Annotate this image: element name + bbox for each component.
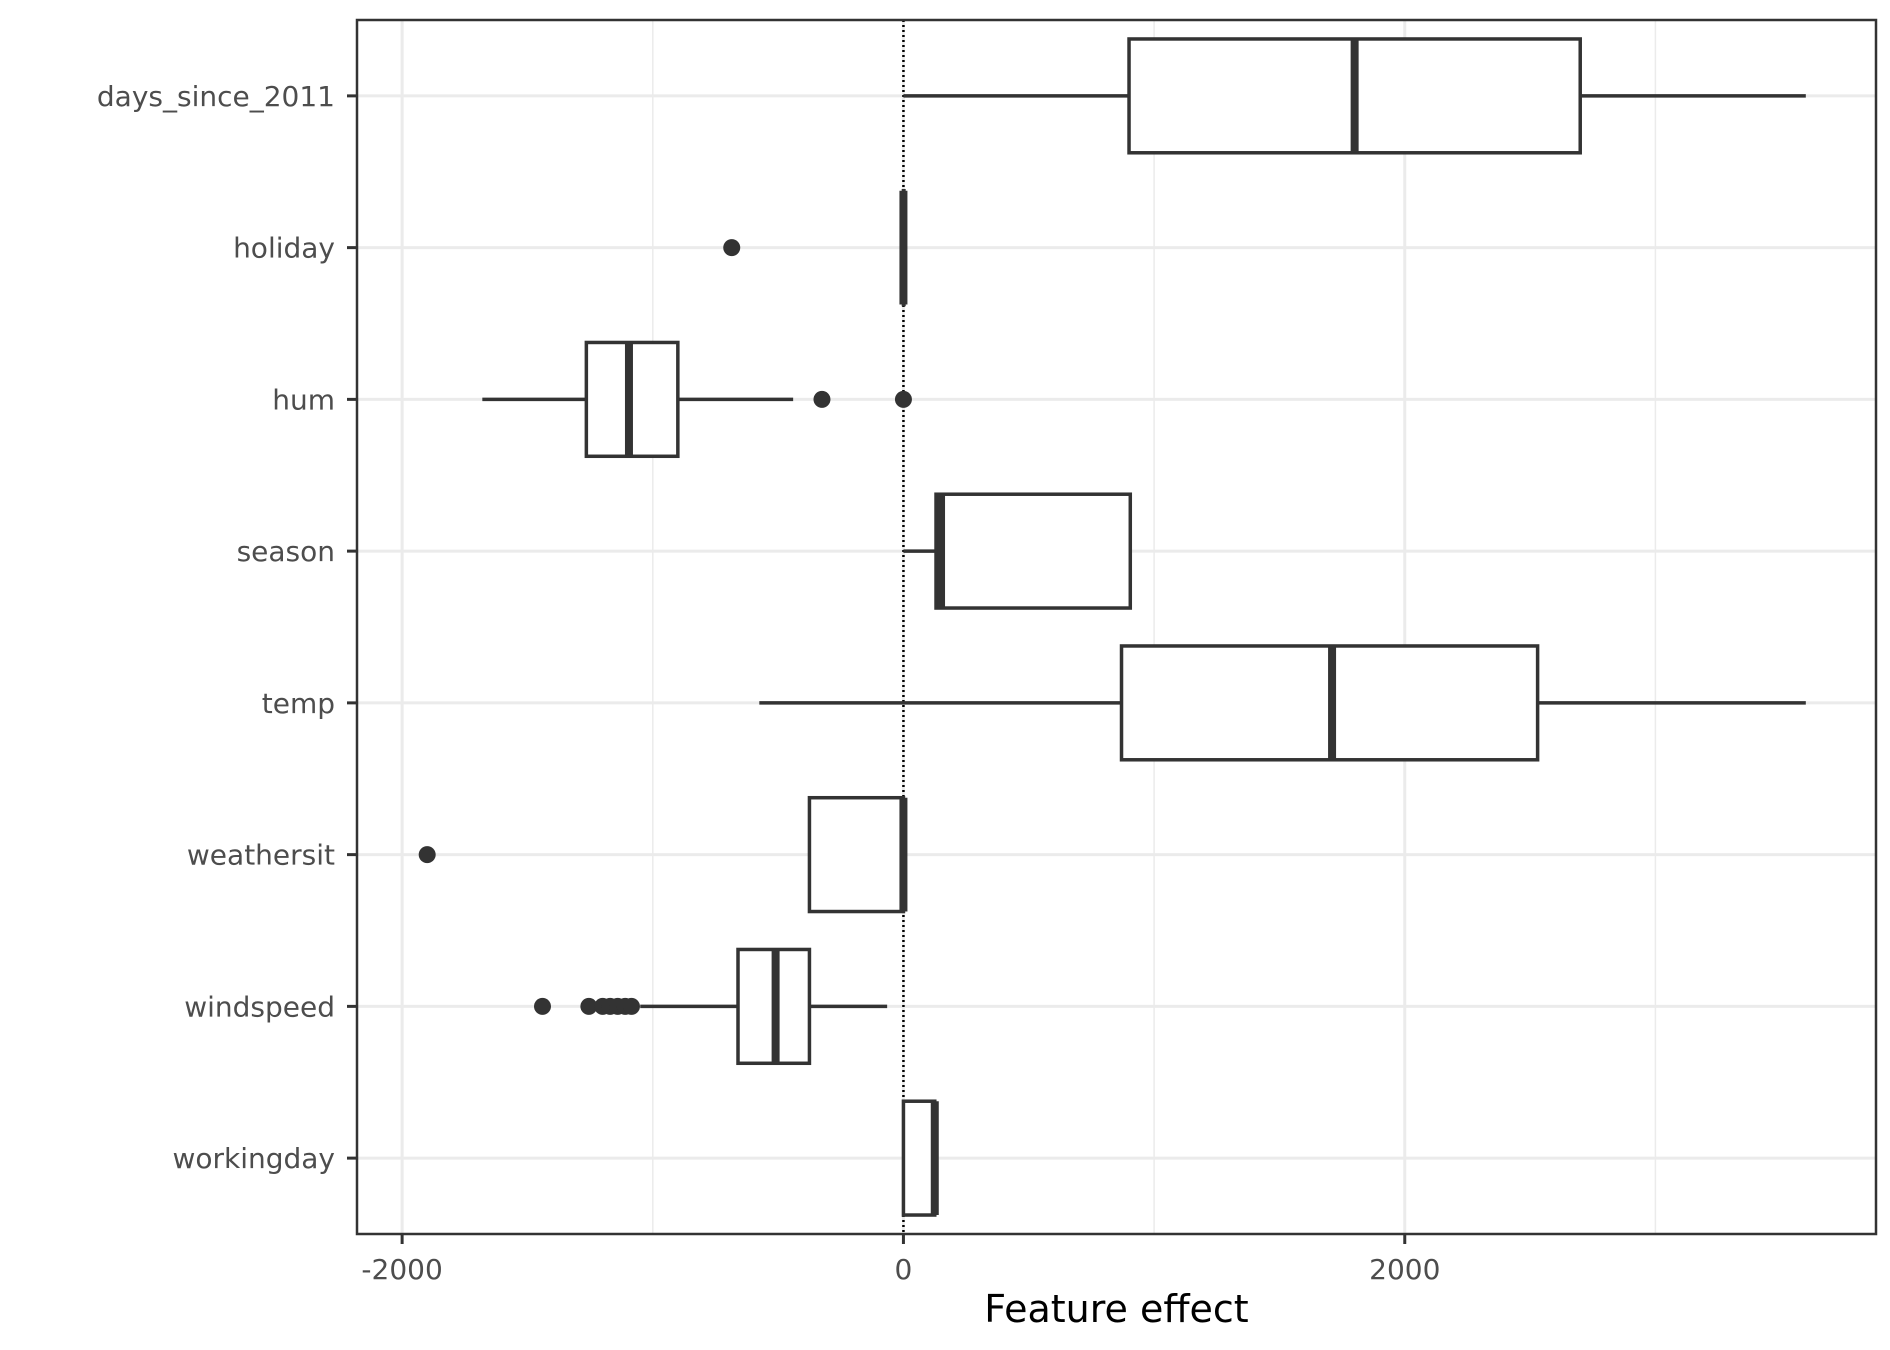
x-tick-label: -2000 [361, 1253, 442, 1286]
box-days_since_2011 [903, 37, 1806, 155]
y-tick-label-holiday: holiday [233, 232, 335, 265]
x-tick-label: 0 [895, 1253, 913, 1286]
grid-lines [357, 20, 1876, 1234]
box-temp [759, 644, 1806, 762]
y-tick-label-windspeed: windspeed [184, 990, 335, 1023]
box-iqr [934, 492, 1133, 610]
box-windspeed [533, 947, 888, 1066]
y-tick-label-days_since_2011: days_since_2011 [97, 80, 335, 113]
x-tick-label: 2000 [1369, 1253, 1440, 1286]
panel-border [355, 18, 1878, 1236]
box-workingday [901, 1099, 939, 1217]
y-axis: workingday windspeed weathersit temp season h… [97, 80, 357, 1175]
outlier-point [813, 390, 831, 408]
x-axis: -2000 0 2000 [361, 1234, 1440, 1286]
outlier-point [418, 846, 436, 864]
outlier-point [622, 997, 640, 1015]
box-hum [482, 340, 912, 459]
box-holiday [723, 188, 908, 307]
box-weathersit [418, 795, 908, 914]
y-tick-label-temp: temp [262, 687, 335, 720]
outlier-point [723, 239, 741, 257]
box-iqr [901, 1099, 937, 1217]
y-tick-label-hum: hum [272, 383, 335, 416]
outlier-point [533, 997, 551, 1015]
outlier-point [580, 997, 598, 1015]
y-tick-label-weathersit: weathersit [187, 839, 335, 872]
y-tick-label-season: season [237, 535, 335, 568]
boxes [418, 37, 1806, 1217]
y-tick-label-workingday: workingday [172, 1142, 335, 1175]
box-iqr [807, 795, 906, 914]
box-season [903, 492, 1133, 610]
outlier-point [894, 390, 912, 408]
x-axis-title: Feature effect [984, 1287, 1248, 1331]
